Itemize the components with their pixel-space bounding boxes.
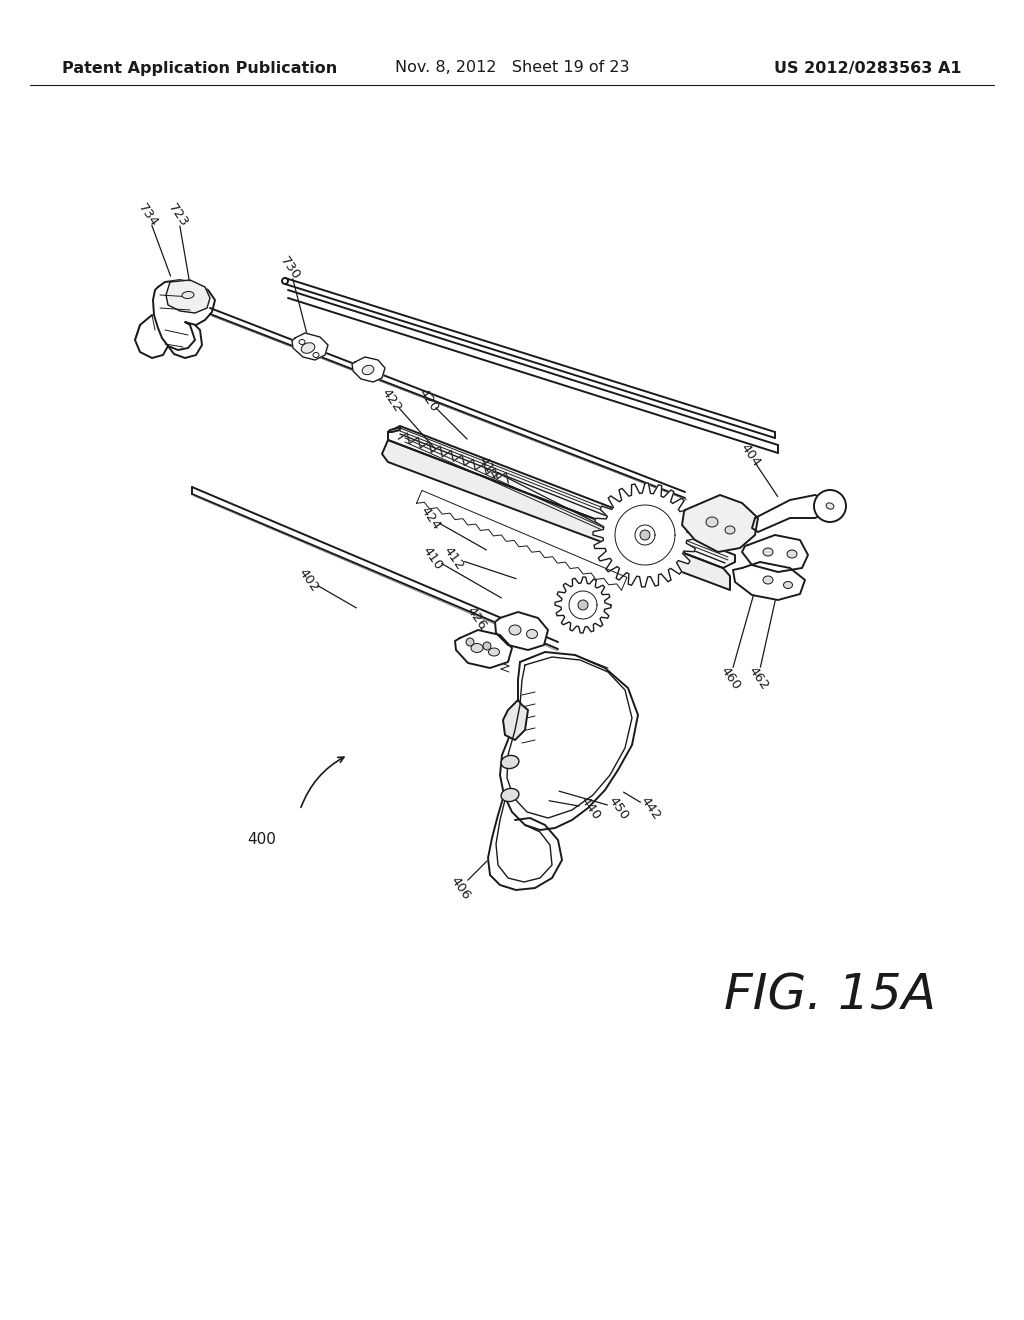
Ellipse shape xyxy=(301,343,314,354)
Ellipse shape xyxy=(471,644,483,652)
Polygon shape xyxy=(752,495,828,532)
Ellipse shape xyxy=(787,550,797,558)
Text: 414: 414 xyxy=(475,454,501,482)
Text: 730: 730 xyxy=(278,253,303,282)
Ellipse shape xyxy=(640,531,650,540)
Polygon shape xyxy=(593,483,697,587)
Text: 442: 442 xyxy=(637,793,663,822)
Text: 450: 450 xyxy=(605,793,631,822)
Polygon shape xyxy=(488,795,562,890)
Text: FIG. 15A: FIG. 15A xyxy=(724,972,936,1019)
Polygon shape xyxy=(682,495,758,552)
Ellipse shape xyxy=(814,490,846,521)
Polygon shape xyxy=(742,535,808,572)
Ellipse shape xyxy=(783,582,793,589)
Text: 440: 440 xyxy=(578,795,602,822)
Ellipse shape xyxy=(826,503,834,510)
Ellipse shape xyxy=(362,366,374,375)
Text: 400: 400 xyxy=(248,833,276,847)
Text: 410: 410 xyxy=(420,544,444,572)
Ellipse shape xyxy=(509,624,521,635)
Polygon shape xyxy=(292,333,328,360)
Polygon shape xyxy=(388,426,735,568)
Text: Patent Application Publication: Patent Application Publication xyxy=(62,61,337,75)
Ellipse shape xyxy=(526,630,538,639)
Ellipse shape xyxy=(466,638,474,645)
Polygon shape xyxy=(352,356,385,381)
Ellipse shape xyxy=(282,279,288,284)
Text: 460: 460 xyxy=(718,664,742,692)
Text: 412: 412 xyxy=(441,544,467,572)
Ellipse shape xyxy=(763,548,773,556)
Ellipse shape xyxy=(578,601,588,610)
Ellipse shape xyxy=(763,576,773,583)
Text: 723: 723 xyxy=(165,201,190,230)
Ellipse shape xyxy=(299,339,305,345)
Polygon shape xyxy=(388,426,400,432)
Text: 424: 424 xyxy=(418,504,442,532)
Ellipse shape xyxy=(313,352,319,358)
Polygon shape xyxy=(500,652,638,830)
Text: 734: 734 xyxy=(135,201,161,230)
Text: 426: 426 xyxy=(464,605,488,632)
Polygon shape xyxy=(555,577,611,634)
Ellipse shape xyxy=(488,648,500,656)
Text: 402: 402 xyxy=(296,566,321,594)
Polygon shape xyxy=(417,491,627,590)
Ellipse shape xyxy=(182,292,194,298)
Text: US 2012/0283563 A1: US 2012/0283563 A1 xyxy=(774,61,962,75)
Ellipse shape xyxy=(483,642,490,649)
Ellipse shape xyxy=(501,788,519,801)
Text: 462: 462 xyxy=(745,664,771,692)
Ellipse shape xyxy=(501,755,519,768)
Polygon shape xyxy=(495,612,548,649)
Text: 404: 404 xyxy=(737,441,763,469)
Polygon shape xyxy=(455,630,512,668)
Polygon shape xyxy=(503,700,528,741)
Polygon shape xyxy=(382,440,730,590)
Polygon shape xyxy=(135,315,168,358)
Polygon shape xyxy=(153,280,215,350)
Polygon shape xyxy=(733,562,805,601)
Text: Nov. 8, 2012   Sheet 19 of 23: Nov. 8, 2012 Sheet 19 of 23 xyxy=(394,61,630,75)
Text: 420: 420 xyxy=(416,385,440,414)
Ellipse shape xyxy=(725,525,735,535)
Text: 422: 422 xyxy=(380,385,404,414)
Polygon shape xyxy=(166,280,210,313)
Text: 406: 406 xyxy=(447,874,472,902)
Polygon shape xyxy=(168,325,202,358)
Ellipse shape xyxy=(706,517,718,527)
